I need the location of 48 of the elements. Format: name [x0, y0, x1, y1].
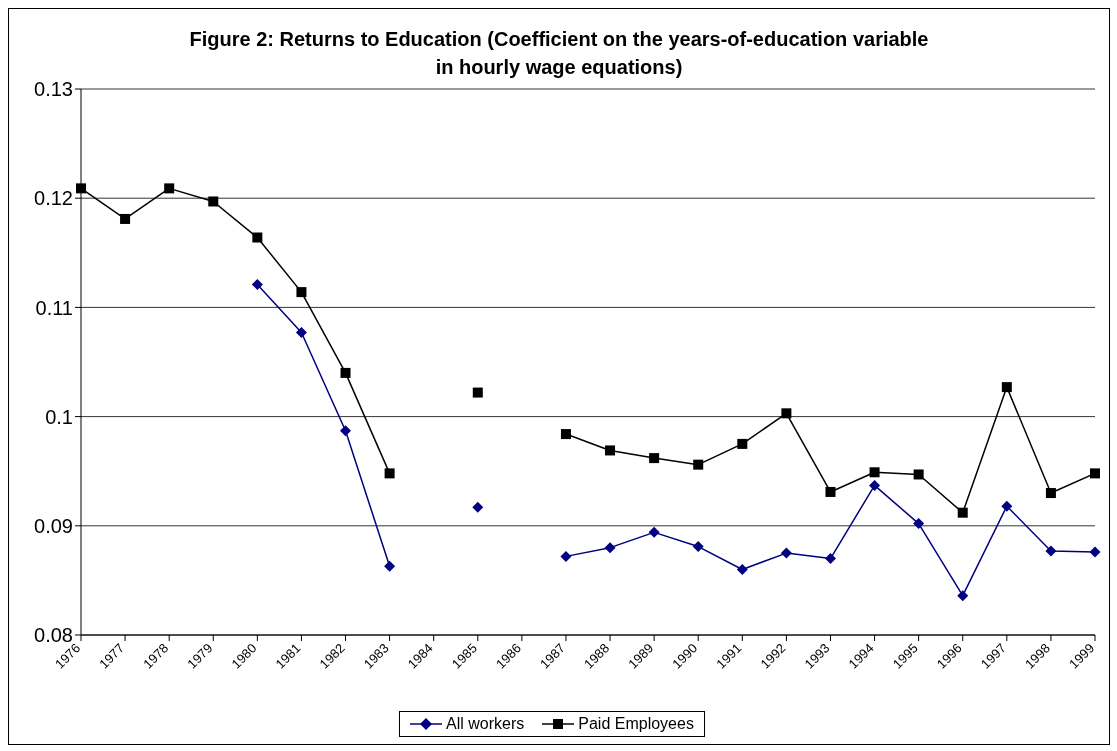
point [913, 518, 925, 530]
point [869, 467, 880, 478]
point [76, 183, 86, 194]
point [384, 468, 395, 479]
y-tick-label: 0.1 [45, 405, 73, 428]
point [957, 590, 969, 602]
point [604, 542, 616, 554]
point [340, 425, 352, 437]
point [825, 486, 836, 497]
point [648, 526, 660, 538]
point [472, 501, 484, 513]
y-tick-label: 0.09 [34, 514, 73, 537]
point [120, 213, 131, 224]
point [913, 469, 924, 480]
point [1001, 500, 1013, 512]
point [164, 183, 175, 194]
point [296, 287, 307, 298]
point [869, 479, 881, 491]
y-tick-label: 0.11 [35, 296, 73, 319]
point [251, 278, 263, 290]
y-tick-label: 0.12 [34, 187, 73, 210]
point [737, 438, 748, 449]
point [649, 453, 660, 464]
point [1001, 382, 1012, 393]
point [781, 408, 792, 419]
legend-label: Paid Employees [577, 715, 694, 733]
point [1045, 488, 1056, 499]
point [605, 445, 616, 456]
point [1089, 546, 1101, 558]
legend-label: All workers [445, 715, 525, 733]
point [560, 429, 571, 440]
point [780, 547, 792, 559]
point [252, 232, 263, 243]
point [1090, 468, 1100, 479]
point [736, 563, 748, 575]
point [692, 541, 704, 553]
chart-title: Figure 2: Returns to Education (Coefficient on the years-of-education variable in hourly wage equations) [188, 27, 930, 80]
point [208, 196, 219, 207]
point [340, 367, 351, 378]
point [295, 327, 307, 339]
point [824, 553, 836, 565]
point [472, 387, 483, 398]
point [560, 550, 572, 562]
y-tick-label: 0.13 [34, 78, 73, 101]
point [957, 507, 968, 518]
point [384, 560, 396, 572]
point [1045, 545, 1057, 557]
point [693, 459, 704, 470]
